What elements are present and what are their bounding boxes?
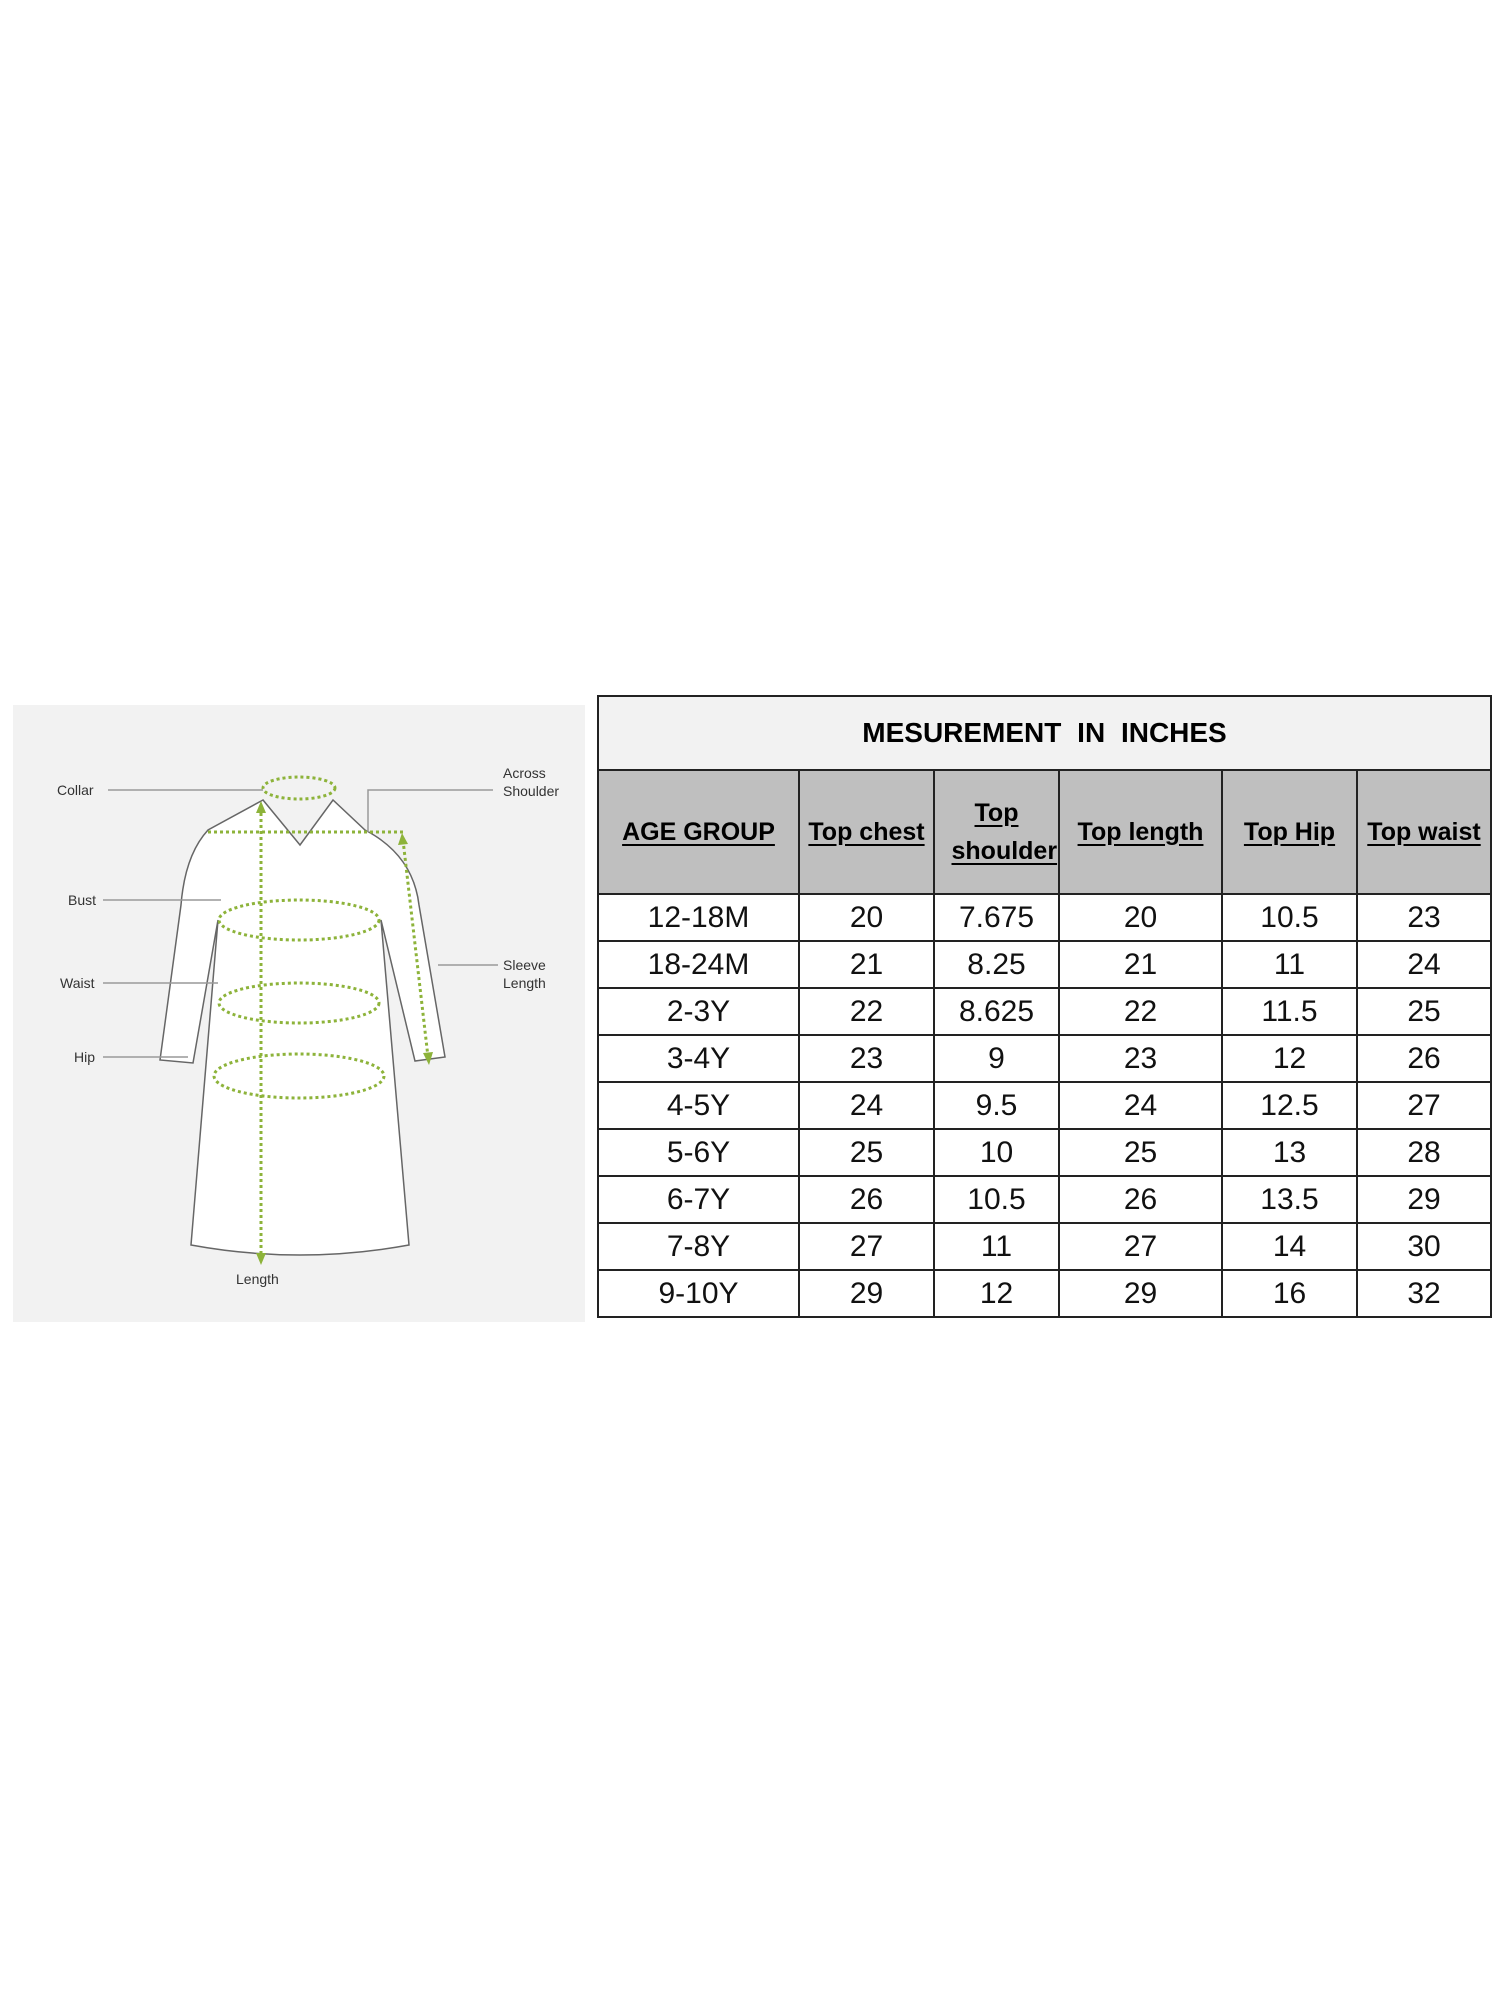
measurement-cell: 23	[1058, 1034, 1223, 1083]
table-row: 12-18M 20 7.675 20 10.5 23	[597, 893, 1492, 942]
label-line: Length	[503, 975, 546, 991]
table-row: 3-4Y 23 9 23 12 26	[597, 1034, 1492, 1083]
measurement-cell: 13	[1221, 1128, 1358, 1177]
measurement-cell: 21	[1058, 940, 1223, 989]
table-row: 6-7Y 26 10.5 26 13.5 29	[597, 1175, 1492, 1224]
measurement-cell: 29	[1058, 1269, 1223, 1318]
column-header: AGE GROUP	[597, 769, 800, 895]
bust-label: Bust	[68, 892, 97, 908]
measurement-cell: 28	[1356, 1128, 1492, 1177]
measurement-cell: 22	[798, 987, 935, 1036]
measurement-cell: 14	[1221, 1222, 1358, 1271]
measurement-cell: 26	[1058, 1175, 1223, 1224]
age-group-cell: 3-4Y	[597, 1034, 800, 1083]
measurement-cell: 23	[1356, 893, 1492, 942]
table-body: 12-18M 20 7.675 20 10.5 23 18-24M 21 8.25 21 11 24 2…	[597, 893, 1492, 1318]
garment-measurement-diagram: Collar Across Shoulder Bust Waist Hip Sle…	[13, 705, 585, 1322]
column-header: Top shoulder	[933, 769, 1060, 895]
length-label: Length	[236, 1271, 279, 1287]
column-header: Top chest	[798, 769, 935, 895]
column-header: Top Hip	[1221, 769, 1358, 895]
across-shoulder-label: Across Shoulder	[503, 764, 559, 800]
header-row: AGE GROUP Top chest Top shoulder Top length…	[597, 769, 1492, 895]
measurement-cell: 30	[1356, 1222, 1492, 1271]
measurement-cell: 12.5	[1221, 1081, 1358, 1130]
sleeve-length-label: Sleeve Length	[503, 956, 546, 992]
measurement-cell: 27	[1058, 1222, 1223, 1271]
column-header-label: Top waist	[1367, 817, 1481, 846]
measurement-cell: 20	[798, 893, 935, 942]
measurement-cell: 24	[798, 1081, 935, 1130]
measurement-cell: 10	[933, 1128, 1060, 1177]
measurement-cell: 11	[1221, 940, 1358, 989]
measurement-cell: 25	[1356, 987, 1492, 1036]
age-group-cell: 4-5Y	[597, 1081, 800, 1130]
measurement-cell: 26	[1356, 1034, 1492, 1083]
table-row: 18-24M 21 8.25 21 11 24	[597, 940, 1492, 989]
measurement-cell: 10.5	[1221, 893, 1358, 942]
table-row: 9-10Y 29 12 29 16 32	[597, 1269, 1492, 1318]
measurement-cell: 12	[1221, 1034, 1358, 1083]
age-group-cell: 9-10Y	[597, 1269, 800, 1318]
age-group-cell: 12-18M	[597, 893, 800, 942]
measurement-cell: 20	[1058, 893, 1223, 942]
measurement-cell: 9.5	[933, 1081, 1060, 1130]
measurement-cell: 29	[798, 1269, 935, 1318]
table-row: 5-6Y 25 10 25 13 28	[597, 1128, 1492, 1177]
label-line: Across	[503, 765, 546, 781]
waist-label: Waist	[60, 975, 95, 991]
table-title: MESUREMENT IN INCHES	[597, 695, 1492, 771]
table-row: 2-3Y 22 8.625 22 11.5 25	[597, 987, 1492, 1036]
measurement-cell: 24	[1058, 1081, 1223, 1130]
age-group-cell: 5-6Y	[597, 1128, 800, 1177]
measurement-cell: 10.5	[933, 1175, 1060, 1224]
label-line: Shoulder	[503, 783, 560, 799]
measurement-cell: 12	[933, 1269, 1060, 1318]
column-header-label: Top length	[1077, 817, 1204, 846]
column-header: Top length	[1058, 769, 1223, 895]
measurement-cell: 8.25	[933, 940, 1060, 989]
measurement-cell: 26	[798, 1175, 935, 1224]
column-header-label: AGE GROUP	[622, 817, 775, 846]
measurement-cell: 32	[1356, 1269, 1492, 1318]
measurement-cell: 23	[798, 1034, 935, 1083]
collar-label: Collar	[57, 782, 94, 798]
hip-label: Hip	[74, 1049, 96, 1065]
measurement-cell: 29	[1356, 1175, 1492, 1224]
measurement-cell: 8.625	[933, 987, 1060, 1036]
column-header: Top waist	[1356, 769, 1492, 895]
measurement-cell: 25	[798, 1128, 935, 1177]
measurement-cell: 21	[798, 940, 935, 989]
measurement-cell: 11.5	[1221, 987, 1358, 1036]
measurement-cell: 22	[1058, 987, 1223, 1036]
measurement-cell: 13.5	[1221, 1175, 1358, 1224]
measurement-cell: 7.675	[933, 893, 1060, 942]
measurement-cell: 27	[798, 1222, 935, 1271]
measurement-cell: 9	[933, 1034, 1060, 1083]
table-row: 4-5Y 24 9.5 24 12.5 27	[597, 1081, 1492, 1130]
size-chart-table: MESUREMENT IN INCHES AGE GROUP Top chest T…	[597, 695, 1492, 1318]
measurement-cell: 11	[933, 1222, 1060, 1271]
age-group-cell: 18-24M	[597, 940, 800, 989]
measurement-cell: 27	[1356, 1081, 1492, 1130]
measurement-cell: 16	[1221, 1269, 1358, 1318]
kurta-illustration	[103, 775, 498, 1265]
age-group-cell: 7-8Y	[597, 1222, 800, 1271]
measurement-cell: 24	[1356, 940, 1492, 989]
age-group-cell: 2-3Y	[597, 987, 800, 1036]
column-header-label: Top chest	[808, 817, 925, 846]
table-row: 7-8Y 27 11 27 14 30	[597, 1222, 1492, 1271]
column-header-label: Top Hip	[1243, 817, 1336, 846]
column-header-label: Top shoulder	[951, 799, 1058, 865]
kurta-outline	[159, 798, 446, 1256]
age-group-cell: 6-7Y	[597, 1175, 800, 1224]
measurement-cell: 25	[1058, 1128, 1223, 1177]
label-line: Sleeve	[503, 957, 546, 973]
